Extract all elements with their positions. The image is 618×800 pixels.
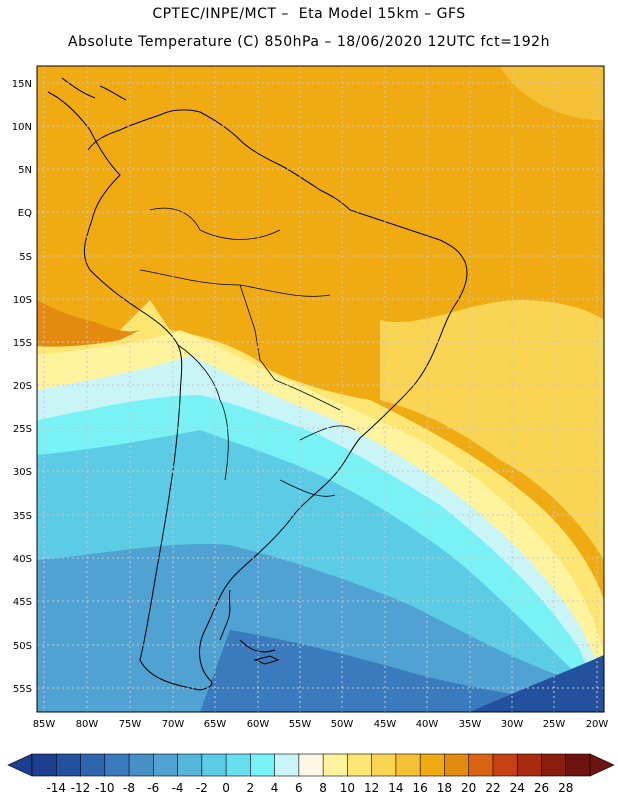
- colorbar-tick-label: 16: [413, 781, 428, 795]
- colorbar-swatch: [153, 753, 179, 777]
- lon-label: 85W: [33, 719, 56, 730]
- lat-label: 15N: [12, 79, 32, 90]
- colorbar-ticks: -14 -12 -10 -8 -6 -4 -2 0 2 4 6 8 10 12 14 16 18 20 22 24 26…: [46, 781, 573, 795]
- colorbar-swatches: [7, 753, 615, 777]
- lat-axis: 15N 10N 5N EQ 5S 10S 15S 20S 25S 30S 35S…: [12, 79, 32, 695]
- colorbar-swatch: [80, 753, 106, 777]
- patagonia-coast: [219, 589, 276, 653]
- colorbar-tick-label: 0: [222, 781, 230, 795]
- lon-label: 30W: [501, 719, 524, 730]
- colorbar-tick-label: -12: [71, 781, 91, 795]
- colorbar-swatch: [31, 753, 57, 777]
- political-borders: [139, 207, 356, 497]
- lon-label: 75W: [119, 719, 142, 730]
- lon-label: 35W: [459, 719, 482, 730]
- lat-label: 30S: [13, 467, 32, 478]
- map-frame: [36, 65, 605, 713]
- colorbar-tick-label: 12: [364, 781, 379, 795]
- colorbar-swatch: [492, 753, 518, 777]
- colorbar-swatch: [128, 753, 154, 777]
- colorbar-tick-label: 26: [534, 781, 549, 795]
- colorbar-swatch: [444, 753, 470, 777]
- colorbar-tick-label: -10: [95, 781, 115, 795]
- lon-label: 45W: [374, 719, 397, 730]
- colorbar-tick-label: -8: [123, 781, 135, 795]
- colorbar-swatch: [225, 753, 251, 777]
- lat-label: EQ: [18, 208, 32, 219]
- lon-label: 60W: [247, 719, 270, 730]
- colorbar-tick-label: 22: [485, 781, 500, 795]
- lon-label: 20W: [586, 719, 609, 730]
- lat-label: 25S: [13, 424, 32, 435]
- colorbar-tick-label: 8: [319, 781, 327, 795]
- colorbar-swatch: [565, 753, 591, 777]
- colorbar-tick-label: 28: [558, 781, 573, 795]
- colorbar-swatch: [371, 753, 397, 777]
- lat-label: 10N: [12, 122, 32, 133]
- field-minus12-band: [470, 655, 604, 712]
- field-16-band-north: [37, 66, 604, 120]
- colorbar-tick-label: 18: [437, 781, 452, 795]
- colorbar-swatch: [322, 753, 348, 777]
- colorbar-swatch: [104, 753, 130, 777]
- lat-label: 5N: [18, 165, 32, 176]
- lon-label: 70W: [162, 719, 185, 730]
- falkland-islands: [253, 655, 280, 665]
- colorbar-swatch: [250, 753, 276, 777]
- colorbar-tick-label: -2: [196, 781, 208, 795]
- colorbar-swatch: [347, 753, 373, 777]
- colorbar-tick-label: 2: [247, 781, 255, 795]
- lat-label: 40S: [13, 554, 32, 565]
- lat-label: 55S: [13, 684, 32, 695]
- colorbar-tick-label: 10: [340, 781, 355, 795]
- lon-label: 65W: [204, 719, 227, 730]
- colorbar-tick-label: 20: [461, 781, 476, 795]
- colorbar-tick-label: -14: [46, 781, 66, 795]
- lat-label: 35S: [13, 511, 32, 522]
- colorbar-tick-label: -4: [172, 781, 184, 795]
- colorbar-swatch: [516, 753, 543, 777]
- coastlines: [47, 77, 468, 691]
- colorbar-swatch: [541, 753, 567, 777]
- lat-label: 20S: [13, 381, 32, 392]
- colorbar: -14 -12 -10 -8 -6 -4 -2 0 2 4 6 8 10 12 14 16 18 20 22 24 26…: [7, 753, 615, 795]
- colorbar-arrow-low: [7, 753, 33, 777]
- colorbar-tick-label: 4: [271, 781, 279, 795]
- lat-label: 50S: [13, 641, 32, 652]
- colorbar-swatch: [177, 753, 203, 777]
- colorbar-swatch: [298, 753, 324, 777]
- lon-label: 40W: [416, 719, 439, 730]
- temperature-field: [37, 66, 604, 712]
- lon-label: 80W: [76, 719, 99, 730]
- central-america-coast: [61, 77, 127, 101]
- lat-label: 5S: [19, 252, 32, 263]
- field-20-patch: [37, 300, 140, 347]
- lon-label: 55W: [289, 719, 312, 730]
- colorbar-swatch: [55, 753, 82, 777]
- lat-label: 45S: [13, 597, 32, 608]
- lat-label: 15S: [13, 338, 32, 349]
- south-america-outline: [47, 91, 468, 691]
- colorbar-swatch: [395, 753, 421, 777]
- colorbar-swatch: [468, 753, 494, 777]
- map-subtitle: Absolute Temperature (C) 850hPa – 18/06/…: [68, 34, 550, 50]
- temperature-map: 15N 10N 5N EQ 5S 10S 15S 20S 25S 30S 35S…: [12, 65, 609, 730]
- colorbar-tick-label: 14: [388, 781, 403, 795]
- lon-axis: 85W 80W 75W 70W 65W 60W 55W 50W 45W 40W …: [33, 719, 609, 730]
- colorbar-swatch: [419, 753, 446, 777]
- country-borders: [139, 207, 356, 497]
- colorbar-swatch: [274, 753, 300, 777]
- lon-label: 50W: [331, 719, 354, 730]
- colorbar-swatch: [201, 753, 227, 777]
- colorbar-tick-label: 6: [295, 781, 303, 795]
- map-title: CPTEC/INPE/MCT – Eta Model 15km – GFS: [152, 6, 466, 22]
- field-minus8-band: [200, 630, 604, 712]
- field-minus4-band: [37, 543, 604, 712]
- colorbar-tick-label: -6: [147, 781, 159, 795]
- colorbar-tick-label: 24: [510, 781, 525, 795]
- field-14-band: [380, 300, 604, 560]
- lon-label: 25W: [543, 719, 566, 730]
- lat-label: 10S: [13, 295, 32, 306]
- colorbar-arrow-high: [589, 753, 615, 777]
